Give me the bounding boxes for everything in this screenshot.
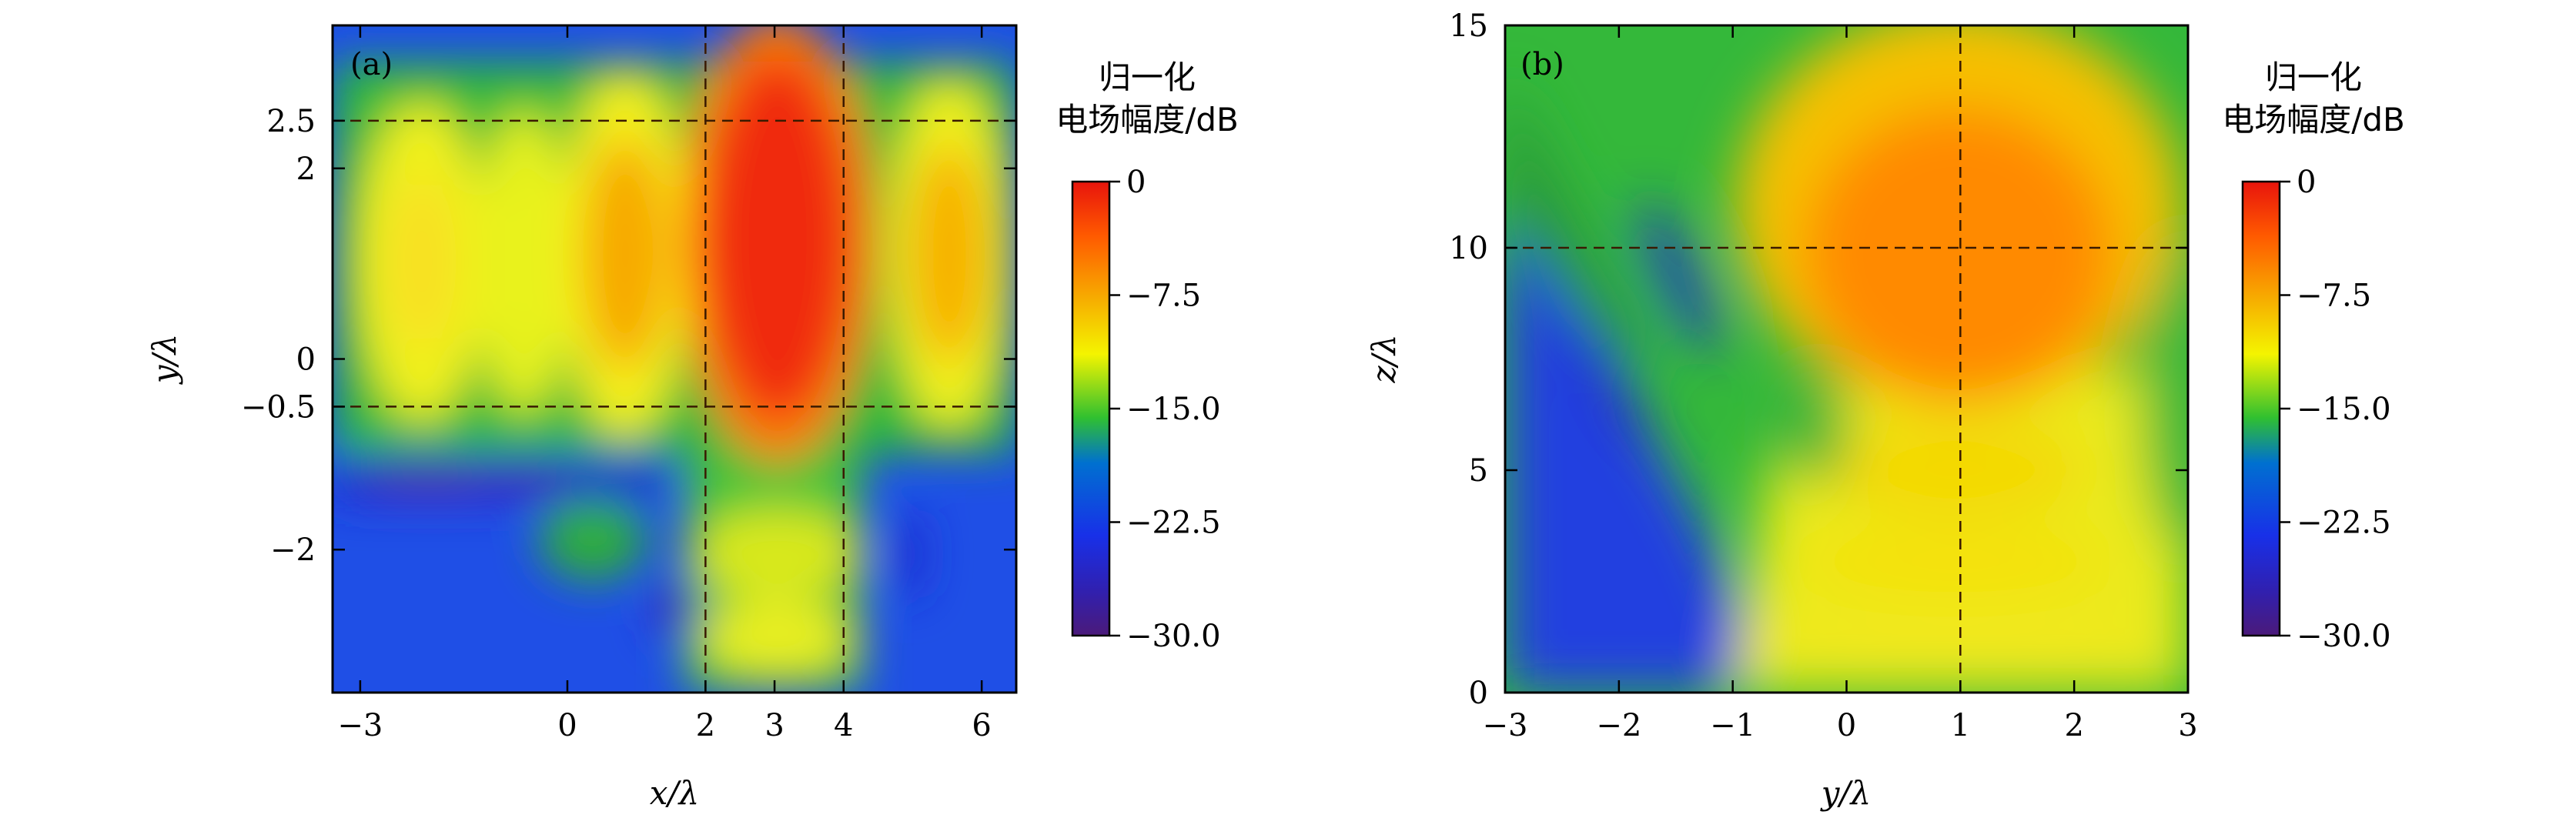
y-tick-label: 2 [296, 152, 316, 187]
x-ticks-b: −3 −2 −1 0 1 2 3 [1483, 25, 2198, 743]
x-ticks-a: −3 0 2 3 4 6 [337, 25, 992, 743]
panel-tag-b: (b) [1521, 47, 1564, 82]
y-tick-label: 15 [1449, 8, 1488, 44]
y-tick-label: 2.5 [266, 104, 316, 139]
colorbar-tick-label: −30.0 [1126, 619, 1221, 654]
colorbar-title-line2-b: 电场幅度/dB [2222, 101, 2405, 139]
x-tick-label: −2 [1596, 708, 1641, 743]
colorbar-tick-label: −22.5 [1126, 506, 1221, 541]
x-tick-label: 1 [1951, 708, 1970, 743]
panel-tag-a: (a) [350, 47, 393, 82]
x-axis-label-b: y/λ [1820, 774, 1872, 812]
x-tick-label: 2 [696, 708, 715, 743]
y-tick-label: 0 [1469, 676, 1488, 711]
colorbar-tick-label: −15.0 [1126, 392, 1221, 427]
colorbar-gradient-a [1071, 180, 1111, 637]
x-tick-label: 0 [557, 708, 577, 743]
y-tick-label: −0.5 [241, 389, 316, 425]
panel-b: −3 −2 −1 0 1 2 3 0 5 10 15 (b) y/λ z/λ 归一化 电场幅度/d… [1365, 8, 2405, 812]
colorbar-title-line1-b: 归一化 [2265, 58, 2362, 96]
colorbar-tick-label: 0 [2297, 165, 2316, 200]
y-tick-label: −2 [270, 533, 316, 568]
colorbar-tick-label: −7.5 [2297, 279, 2371, 314]
y-ticks-a: 2.5 2 0 −0.5 −2 [241, 104, 1016, 568]
x-tick-label: −3 [1483, 708, 1528, 743]
panel-a: −3 0 2 3 4 6 2.5 2 0 −0.5 −2 (a) x/λ y/λ 归一化 电场幅度… [146, 24, 1239, 812]
y-tick-label: 5 [1469, 453, 1488, 489]
y-axis-label-b: z/λ [1365, 335, 1403, 384]
x-tick-label: 3 [764, 708, 784, 743]
colorbar-title-line2-a: 电场幅度/dB [1055, 101, 1239, 139]
x-axis-label-a: x/λ [650, 774, 699, 812]
colorbar-ticks-b: 0 −7.5 −15.0 −22.5 −30.0 [2280, 165, 2391, 654]
x-tick-label: 3 [2178, 708, 2197, 743]
x-tick-label: −3 [337, 708, 383, 743]
x-tick-label: 4 [834, 708, 853, 743]
colorbar-tick-label: −15.0 [2297, 392, 2391, 427]
x-tick-label: 0 [1837, 708, 1856, 743]
guide-lines-b [1505, 25, 2188, 693]
x-tick-label: 6 [972, 708, 991, 743]
colorbar-tick-label: 0 [1126, 165, 1146, 200]
y-ticks-b: 0 5 10 15 [1449, 8, 2188, 711]
colorbar-gradient-b [2241, 180, 2281, 637]
colorbar-a: 归一化 电场幅度/dB 0 −7.5 −15.0 −22.5 −30.0 [1055, 58, 1239, 654]
colorbar-b: 归一化 电场幅度/dB 0 −7.5 −15.0 −22.5 −30.0 [2222, 58, 2405, 654]
x-tick-label: 2 [2064, 708, 2083, 743]
colorbar-tick-label: −7.5 [1126, 279, 1201, 314]
y-tick-label: 0 [296, 342, 316, 378]
y-axis-label-a: y/λ [146, 334, 183, 386]
heatmap-b [1505, 25, 2188, 693]
colorbar-tick-label: −30.0 [2297, 619, 2391, 654]
colorbar-ticks-a: 0 −7.5 −15.0 −22.5 −30.0 [1109, 165, 1221, 654]
heatmap-a [333, 25, 1016, 693]
x-tick-label: −1 [1710, 708, 1755, 743]
y-tick-label: 10 [1449, 231, 1488, 266]
colorbar-tick-label: −22.5 [2297, 506, 2391, 541]
guide-lines-a [333, 25, 1016, 693]
colorbar-title-line1-a: 归一化 [1099, 58, 1196, 96]
